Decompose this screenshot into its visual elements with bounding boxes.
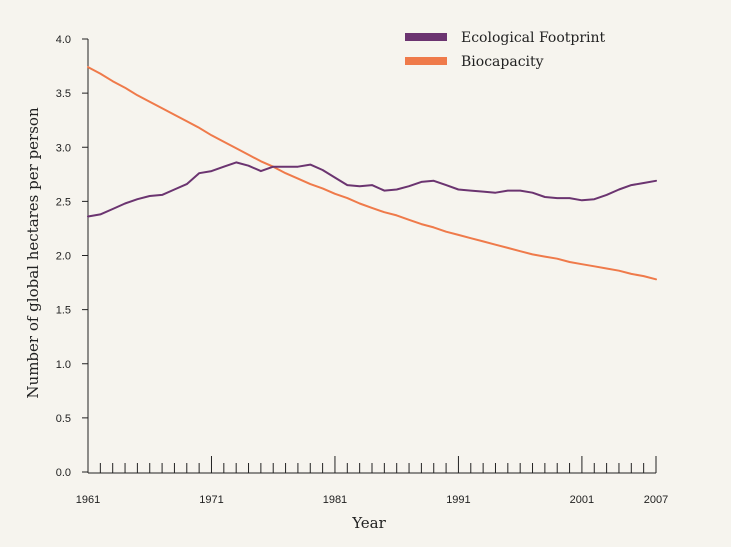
x-tick-label: 1981 xyxy=(323,494,347,506)
y-tick-label: 1.5 xyxy=(56,305,71,317)
y-tick-label: 4.0 xyxy=(56,34,71,46)
y-axis-title: Number of global hectares per person xyxy=(24,107,42,399)
x-tick-label: 1991 xyxy=(446,494,470,506)
x-axis: 1961 1971 1981 1991 2001 2007 xyxy=(76,456,668,506)
x-tick-label: 1961 xyxy=(76,494,100,506)
series-line-ecological-footprint xyxy=(87,161,657,218)
y-tick-label: 0.5 xyxy=(56,413,71,425)
y-tick-label: 0.0 xyxy=(56,467,71,479)
y-tick-label: 3.5 xyxy=(56,88,71,100)
y-axis: 0.0 0.5 1.0 1.5 2.0 2.5 3.0 3.5 4.0 xyxy=(56,34,89,479)
legend-label: Biocapacity xyxy=(461,54,544,70)
legend: Ecological Footprint Biocapacity xyxy=(405,30,606,70)
x-tick-label: 1971 xyxy=(199,494,223,506)
legend-swatch xyxy=(405,33,447,41)
series-line-biocapacity xyxy=(87,66,657,281)
y-tick-label: 1.0 xyxy=(56,359,71,371)
x-axis-title: Year xyxy=(351,514,386,532)
legend-label: Ecological Footprint xyxy=(461,30,606,46)
y-tick-label: 3.0 xyxy=(56,142,71,154)
legend-swatch xyxy=(405,57,447,65)
y-tick-label: 2.0 xyxy=(56,251,71,263)
series-layer xyxy=(87,66,657,281)
y-tick-label: 2.5 xyxy=(56,196,71,208)
x-tick-label: 2001 xyxy=(570,494,594,506)
x-tick-label: 2007 xyxy=(644,494,668,506)
